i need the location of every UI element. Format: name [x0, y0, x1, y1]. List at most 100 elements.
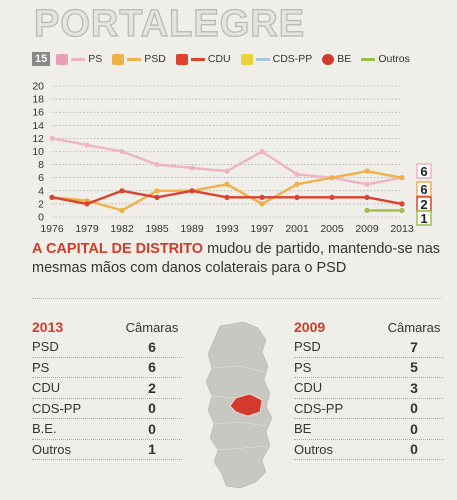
data-point-psd: [259, 201, 265, 207]
data-point-outros: [399, 207, 405, 214]
table-row: PS 6: [32, 358, 182, 378]
data-point-ps: [294, 171, 300, 178]
data-point-psd: [329, 175, 335, 181]
table-row: CDU 2: [32, 378, 182, 399]
data-point-cdu: [294, 194, 300, 200]
council-count: 1: [148, 441, 156, 458]
legend-swatch: [255, 57, 270, 61]
end-value-box: [416, 163, 432, 179]
y-tick-label: 0: [38, 212, 44, 224]
x-tick-label: 1989: [180, 223, 204, 234]
data-point-psd: [224, 181, 230, 187]
party-name: PS: [32, 359, 50, 375]
table-row: CDS-PP 0: [294, 399, 444, 419]
district-boundaries: [209, 365, 269, 451]
council-count-badge: 15: [32, 52, 51, 66]
end-value-label: 6: [420, 164, 427, 179]
party-name: CDU: [294, 380, 323, 396]
star-logo-icon: [322, 53, 335, 65]
data-point-ps: [49, 135, 55, 141]
data-point-cdu: [364, 194, 370, 200]
council-count: 7: [410, 338, 418, 355]
results-table-2009: 2009 Câmaras PSD 7 PS 5 CDU 3 CDS-PP 0 BE 0 Outros…: [294, 317, 444, 460]
data-point-ps: [259, 148, 265, 155]
end-value-label: 2: [420, 197, 427, 212]
data-point-cdu: [259, 194, 265, 200]
legend-item-outros: Outros: [361, 53, 410, 65]
legend-label: PS: [88, 53, 103, 65]
council-count: 6: [148, 359, 156, 376]
table-year: 2013: [32, 319, 64, 335]
end-value-box: [416, 210, 432, 226]
x-tick-label: 2001: [285, 223, 309, 234]
x-tick-label: 2005: [320, 223, 344, 234]
council-count: 0: [410, 441, 418, 458]
x-tick-label: 1993: [215, 223, 239, 234]
portalegre-district-highlight: [229, 393, 263, 417]
legend-swatch: [361, 57, 376, 61]
legend-label: CDU: [207, 53, 231, 65]
legend-swatch: [190, 57, 205, 61]
council-count: 5: [410, 359, 418, 376]
data-point-cdu: [84, 201, 90, 207]
party-name: Outros: [32, 441, 72, 457]
x-tick-label: 1985: [145, 223, 169, 234]
legend-item-be: BE: [322, 53, 351, 65]
council-count: 0: [410, 400, 418, 417]
headline: A CAPITAL DE DISTRITO mudou de partido, …: [32, 240, 442, 278]
rose-logo-icon: [56, 53, 69, 65]
x-tick-label: 1997: [250, 223, 274, 234]
y-tick-label: 10: [32, 146, 44, 158]
table-row: CDU 3: [294, 378, 444, 399]
council-count: 3: [410, 379, 418, 396]
x-tick-label: 1979: [75, 223, 99, 234]
data-point-psd: [119, 207, 125, 214]
table-row: PS 5: [294, 358, 444, 378]
table-row: Outros 1: [32, 440, 182, 460]
y-tick-label: 16: [32, 107, 44, 119]
data-point-psd: [294, 181, 300, 187]
hammer-logo-icon: [175, 53, 188, 65]
legend-label: PSD: [144, 53, 166, 65]
y-tick-label: 12: [32, 133, 44, 145]
legend-label: CDS-PP: [272, 53, 313, 65]
table-row: Outros 0: [294, 440, 444, 460]
data-point-ps: [224, 168, 230, 174]
data-point-psd: [154, 188, 160, 194]
data-point-ps: [84, 142, 90, 148]
legend-item-psd: PSD: [112, 53, 166, 65]
table-row: PSD 6: [32, 337, 182, 358]
legend-label: Outros: [378, 53, 410, 65]
x-tick-label: 1982: [110, 223, 134, 234]
table-row: PSD 7: [294, 337, 444, 358]
results-table-2013: 2013 Câmaras PSD 6 PS 6 CDU 2 CDS-PP 0 B.E. 0 Outr…: [32, 317, 182, 460]
data-point-ps: [189, 165, 195, 171]
y-tick-label: 18: [32, 94, 44, 106]
party-name: Outros: [294, 441, 334, 457]
end-value-label: 1: [420, 211, 427, 226]
table-row: CDS-PP 0: [32, 399, 182, 419]
arrow-logo-icon: [112, 53, 125, 65]
legend-swatch: [127, 57, 142, 61]
data-point-psd: [364, 168, 370, 174]
data-point-ps: [119, 148, 125, 155]
x-tick-label: 2013: [390, 223, 414, 234]
data-point-ps: [154, 162, 160, 168]
table-year: 2009: [294, 319, 326, 335]
legend-label: BE: [337, 53, 352, 65]
legend-item-cds: CDS-PP: [240, 53, 313, 65]
party-name: CDS-PP: [32, 400, 82, 416]
y-tick-label: 20: [32, 81, 44, 93]
party-name: PSD: [32, 339, 59, 355]
data-point-cdu: [329, 194, 335, 200]
cds-logo-icon: [240, 53, 253, 65]
data-point-cdu: [49, 194, 55, 200]
party-name: CDS-PP: [294, 400, 344, 416]
council-count: 2: [148, 379, 156, 396]
council-count: 6: [148, 338, 156, 355]
party-name: PSD: [294, 339, 321, 355]
data-point-cdu: [189, 188, 195, 194]
table-row: BE 0: [294, 419, 444, 440]
council-count: 0: [148, 400, 156, 417]
